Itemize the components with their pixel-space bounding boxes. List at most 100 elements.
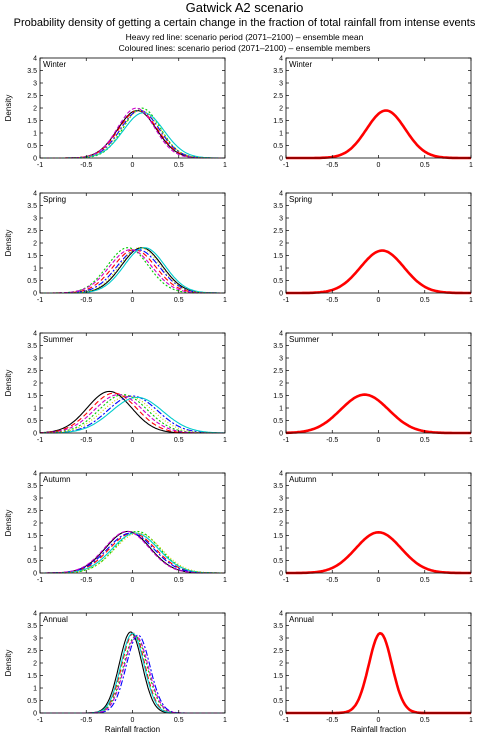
x-tick-label: 1 [223,162,227,169]
y-tick-label: 2.5 [27,648,37,655]
y-tick-label: 0.5 [273,143,283,150]
panel-label: Winter [43,60,66,69]
y-tick-label: 3.5 [273,623,283,630]
ensemble-member-curve [40,631,225,714]
ensemble-member-curve [40,107,225,159]
y-tick-label: 1.5 [27,533,37,540]
panel-label: Summer [43,335,74,344]
x-tick-label: 0.5 [174,297,184,304]
panel-spring-mean: 0 0.5 1 1.5 2 2.5 3 3.5 4 -1 -0.5 0 0.5 1 Spring [273,191,473,305]
x-tick-label: 0 [131,162,135,169]
x-tick-label: -1 [283,162,289,169]
y-axis-label: Density [4,370,13,397]
x-tick-label: 0.5 [174,437,184,444]
y-tick-label: 0 [33,711,37,718]
plot-frame [39,192,226,294]
y-tick-label: 1 [279,266,283,273]
y-tick-label: 3 [33,636,37,643]
panel-label: Autumn [43,475,71,484]
panel-autumn-mean: 0 0.5 1 1.5 2 2.5 3 3.5 4 -1 -0.5 0 0.5 1 Autumn [273,471,473,585]
y-tick-label: 3.5 [273,343,283,350]
x-tick-label: 0 [131,297,135,304]
y-tick-label: 3 [279,636,283,643]
x-tick-label: 1 [223,297,227,304]
x-tick-label: 0.5 [420,717,430,724]
x-tick-label: 0.5 [174,162,184,169]
y-tick-label: 2 [279,381,283,388]
y-tick-label: 3 [279,496,283,503]
y-tick-label: 3 [279,216,283,223]
y-tick-label: 2.5 [273,648,283,655]
plot-frame [285,332,472,434]
y-tick-label: 4 [279,191,283,198]
y-tick-label: 1 [33,546,37,553]
ensemble-member-curve [40,635,225,714]
y-tick-label: 3 [33,356,37,363]
ensemble-member-curve [40,247,225,294]
panel-label: Annual [289,615,314,624]
y-tick-label: 3 [33,81,37,88]
ensemble-member-curve [40,109,225,159]
y-tick-label: 0 [33,156,37,163]
y-tick-label: 2 [33,381,37,388]
y-axis-label: Density [4,230,13,257]
y-tick-label: 4 [33,471,37,478]
x-tick-label: -0.5 [80,437,92,444]
panel-autumn-members: 0 0.5 1 1.5 2 2.5 3 3.5 4 -1 -0.5 0 0.5 1 Autumn Densit… [4,471,227,585]
x-tick-label: -0.5 [326,437,338,444]
y-axis-label: Density [4,650,13,677]
x-tick-label: -1 [283,437,289,444]
x-tick-label: -1 [37,297,43,304]
ensemble-member-curve [40,109,225,159]
y-tick-label: 2 [33,661,37,668]
y-tick-label: 2.5 [273,228,283,235]
y-tick-label: 0 [279,291,283,298]
y-tick-label: 2.5 [27,228,37,235]
y-tick-label: 0 [279,571,283,578]
ensemble-member-curve [40,112,225,159]
y-tick-label: 1.5 [273,118,283,125]
ensemble-member-curve [40,532,225,574]
y-tick-label: 4 [279,331,283,338]
plot-frame [39,612,226,714]
y-tick-label: 1.5 [27,393,37,400]
panel-label: Annual [43,615,68,624]
y-tick-label: 2.5 [27,508,37,515]
y-tick-label: 3 [279,356,283,363]
y-tick-label: 2 [279,521,283,528]
x-tick-label: 0.5 [420,162,430,169]
x-tick-label: -0.5 [80,297,92,304]
plot-frame [39,332,226,434]
ensemble-member-curve [40,532,225,574]
ensemble-member-curve [40,530,225,574]
x-tick-label: -1 [283,577,289,584]
y-tick-label: 3.5 [273,203,283,210]
y-tick-label: 0.5 [27,418,37,425]
plot-frame [39,57,226,159]
x-tick-label: 1 [223,717,227,724]
x-tick-label: -1 [283,717,289,724]
y-tick-label: 4 [33,56,37,63]
y-tick-label: 0.5 [27,278,37,285]
panel-label: Autumn [289,475,317,484]
x-tick-label: 1 [469,577,473,584]
y-tick-label: 1 [33,406,37,413]
y-tick-label: 3.5 [27,483,37,490]
y-tick-label: 4 [279,56,283,63]
panel-summer-members: 0 0.5 1 1.5 2 2.5 3 3.5 4 -1 -0.5 0 0.5 1 Summer Densit… [4,331,227,445]
panel-spring-members: 0 0.5 1 1.5 2 2.5 3 3.5 4 -1 -0.5 0 0.5 1 Spring Densit… [4,191,227,305]
y-tick-label: 1 [279,686,283,693]
ensemble-member-curve [40,530,225,574]
y-tick-label: 4 [33,611,37,618]
x-tick-label: -1 [283,297,289,304]
y-axis-label: Density [4,510,13,537]
x-tick-label: 1 [469,297,473,304]
y-tick-label: 1.5 [27,118,37,125]
ensemble-member-curve [40,249,225,294]
ensemble-member-curve [40,109,225,159]
panel-label: Spring [43,195,66,204]
x-tick-label: 0 [377,162,381,169]
y-tick-label: 2 [279,661,283,668]
y-tick-label: 0.5 [273,558,283,565]
y-tick-label: 4 [33,331,37,338]
